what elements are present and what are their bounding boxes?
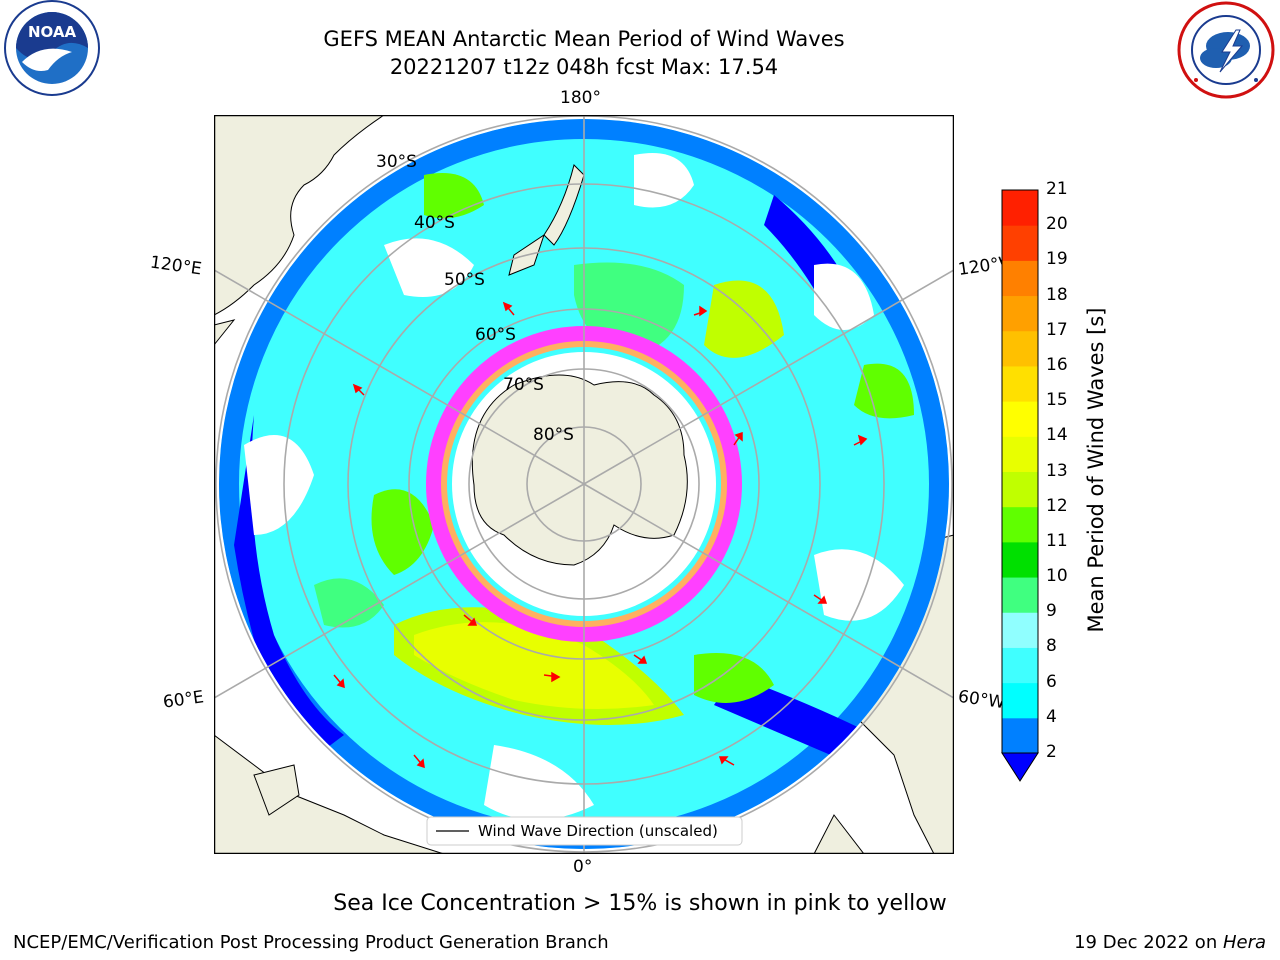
colorbar-segment xyxy=(1002,260,1038,297)
lon-label-60w: 60°W xyxy=(956,686,1007,714)
lat-label-60s: 60°S xyxy=(475,325,516,345)
colorbar-segment xyxy=(1002,436,1038,472)
noaa-logo-text: NOAA xyxy=(28,23,77,41)
colorbar-svg xyxy=(1001,189,1039,782)
polar-map-svg xyxy=(213,114,955,855)
colorbar-label: Mean Period of Wind Waves [s] xyxy=(1084,307,1108,633)
colorbar-extension xyxy=(1001,752,1039,782)
lat-label-50s: 50°S xyxy=(444,270,485,290)
colorbar-tick-label: 13 xyxy=(1046,460,1068,481)
polar-map xyxy=(213,114,955,855)
colorbar-segment xyxy=(1002,682,1038,719)
colorbar-segment xyxy=(1002,330,1038,367)
colorbar-tick-label: 14 xyxy=(1046,425,1068,446)
wind-wave-arrows xyxy=(333,301,868,769)
noaa-logo: NOAA xyxy=(2,0,102,100)
colorbar-tick-label: 10 xyxy=(1046,566,1068,587)
lat-label-30s: 30°S xyxy=(376,152,417,172)
colorbar-segment xyxy=(1002,506,1038,543)
map-subtitle: 20221207 t12z 048h fcst Max: 17.54 xyxy=(389,55,779,79)
colorbar-tick-label: 17 xyxy=(1046,319,1068,340)
lon-label-0: 0° xyxy=(573,857,593,877)
colorbar-segment xyxy=(1002,647,1038,684)
colorbar-segment xyxy=(1002,225,1038,261)
map-legend xyxy=(426,816,743,846)
map-title: GEFS MEAN Antarctic Mean Period of Wind … xyxy=(323,27,845,51)
colorbar-tick-label: 4 xyxy=(1046,706,1057,727)
colorbar-tick-label: 2 xyxy=(1046,742,1057,762)
colorbar-segment xyxy=(1002,365,1038,402)
colorbar-tick-label: 8 xyxy=(1046,636,1057,657)
lon-label-180: 180° xyxy=(560,88,601,108)
colorbar-tick-label: 20 xyxy=(1046,214,1068,235)
footer-date: 19 Dec 2022 on Hera xyxy=(1074,932,1266,953)
colorbar-segment xyxy=(1002,190,1038,226)
lon-label-60e: 60°E xyxy=(161,687,206,713)
colorbar-tick-label: 16 xyxy=(1046,354,1068,375)
colorbar-segment xyxy=(1002,577,1038,613)
colorbar-tick-label: 15 xyxy=(1046,390,1068,411)
colorbar xyxy=(1000,188,1040,788)
colorbar-segment xyxy=(1002,541,1038,578)
colorbar-tick-label: 21 xyxy=(1046,179,1068,199)
colorbar-frame xyxy=(1001,189,1039,754)
map-legend-label: Wind Wave Direction (unscaled) xyxy=(478,822,718,840)
lat-label-80s: 80°S xyxy=(533,425,574,445)
nws-logo xyxy=(1176,0,1276,100)
footer-credit: NCEP/EMC/Verification Post Processing Pr… xyxy=(13,932,609,953)
colorbar-segment xyxy=(1002,471,1038,508)
footer-machine: Hera xyxy=(1222,932,1266,953)
colorbar-segment xyxy=(1002,401,1038,437)
colorbar-tick-label: 11 xyxy=(1046,530,1068,551)
colorbar-tick-label: 9 xyxy=(1046,601,1057,622)
colorbar-segment xyxy=(1002,717,1038,754)
colorbar-segment xyxy=(1002,612,1038,648)
lon-label-120e: 120°E xyxy=(148,252,203,280)
colorbar-tick-label: 18 xyxy=(1046,284,1068,305)
footer-date-text: 19 Dec 2022 on xyxy=(1074,932,1223,953)
colorbar-tick-label: 12 xyxy=(1046,495,1068,516)
lat-label-70s: 70°S xyxy=(503,375,544,395)
sea-ice-caption: Sea Ice Concentration > 15% is shown in … xyxy=(333,891,947,916)
colorbar-segment xyxy=(1002,295,1038,332)
colorbar-tick-label: 6 xyxy=(1046,671,1057,692)
lat-label-40s: 40°S xyxy=(414,213,455,233)
colorbar-tick-label: 19 xyxy=(1046,249,1068,270)
